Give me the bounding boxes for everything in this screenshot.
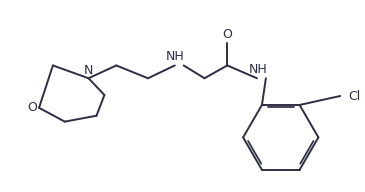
Text: N: N	[84, 64, 93, 77]
Text: NH: NH	[249, 63, 267, 76]
Text: O: O	[222, 28, 232, 41]
Text: NH: NH	[165, 50, 184, 64]
Text: Cl: Cl	[348, 89, 360, 103]
Text: O: O	[27, 101, 37, 114]
